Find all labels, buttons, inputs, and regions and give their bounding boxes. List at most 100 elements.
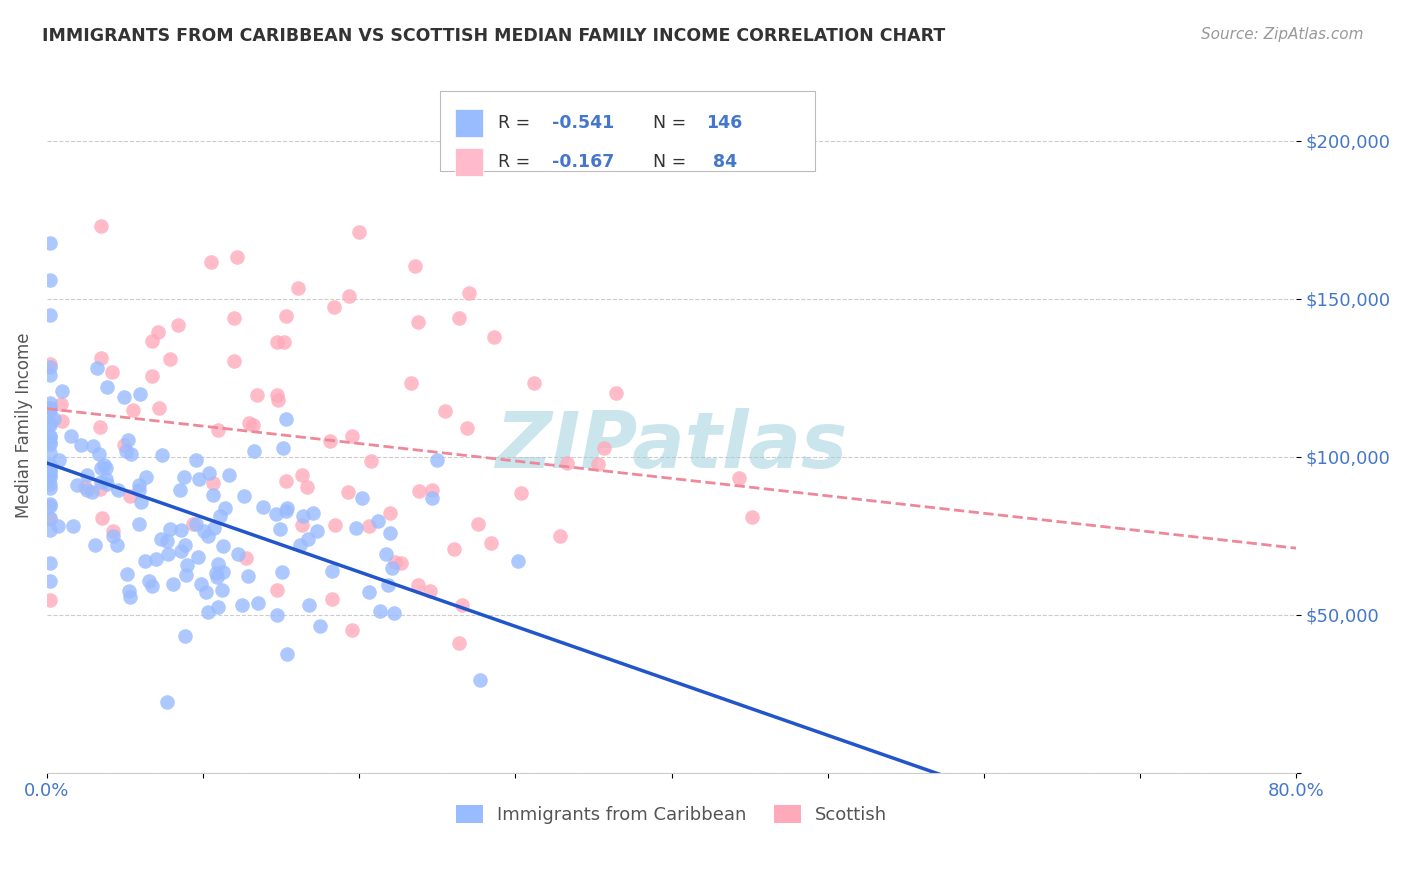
Point — [51, 384, 73, 399]
Point — [135, 469, 157, 483]
Point — [302, 506, 325, 520]
Point — [122, 403, 145, 417]
Point — [190, 577, 212, 591]
Point — [39, 434, 62, 449]
Point — [146, 325, 169, 339]
Point — [51, 397, 73, 411]
Point — [555, 456, 578, 470]
Point — [59, 429, 82, 443]
Point — [107, 483, 129, 497]
Point — [118, 590, 141, 604]
Point — [276, 412, 298, 426]
Point — [741, 510, 763, 524]
Point — [378, 507, 401, 521]
Point — [420, 491, 443, 506]
Point — [115, 566, 138, 581]
Point — [319, 434, 342, 448]
Point — [222, 310, 245, 325]
Point — [39, 481, 62, 495]
Point — [159, 352, 181, 367]
Point — [404, 259, 426, 273]
Y-axis label: Median Family Income: Median Family Income — [15, 333, 32, 518]
Point — [510, 485, 533, 500]
Point — [377, 578, 399, 592]
Point — [39, 401, 62, 415]
Point — [484, 329, 506, 343]
Point — [86, 361, 108, 376]
Point — [266, 335, 288, 350]
Point — [337, 289, 360, 303]
Point — [173, 469, 195, 483]
Point — [368, 604, 391, 618]
Point — [291, 508, 314, 523]
Point — [228, 547, 250, 561]
Point — [87, 447, 110, 461]
Point — [167, 318, 190, 332]
Point — [128, 477, 150, 491]
Point — [188, 472, 211, 486]
Point — [270, 565, 292, 579]
Point — [39, 357, 62, 371]
Point — [39, 368, 62, 383]
Point — [305, 524, 328, 539]
Point — [170, 544, 193, 558]
Point — [156, 695, 179, 709]
Point — [39, 308, 62, 322]
Point — [114, 444, 136, 458]
Point — [420, 483, 443, 498]
Point — [82, 439, 104, 453]
Point — [39, 497, 62, 511]
Point — [384, 555, 406, 569]
Point — [273, 335, 295, 350]
Point — [467, 517, 489, 532]
Point — [588, 458, 610, 472]
Point — [90, 351, 112, 365]
Point — [112, 438, 135, 452]
Point — [202, 521, 225, 535]
Text: -0.541: -0.541 — [551, 114, 614, 132]
Point — [340, 429, 363, 443]
Point — [39, 396, 62, 410]
Point — [246, 596, 269, 610]
Point — [202, 475, 225, 490]
Point — [269, 522, 291, 536]
Point — [197, 528, 219, 542]
Text: N =: N = — [641, 114, 692, 132]
Point — [76, 467, 98, 482]
Point — [39, 430, 62, 444]
Point — [194, 585, 217, 599]
Point — [39, 417, 62, 432]
Point — [264, 507, 287, 521]
FancyBboxPatch shape — [456, 148, 482, 176]
Point — [246, 388, 269, 402]
Point — [39, 436, 62, 450]
Point — [183, 517, 205, 532]
Point — [479, 536, 502, 550]
Point — [323, 518, 346, 533]
Point — [337, 485, 360, 500]
Point — [82, 484, 104, 499]
FancyBboxPatch shape — [440, 91, 815, 171]
Text: Source: ZipAtlas.com: Source: ZipAtlas.com — [1201, 27, 1364, 42]
Point — [170, 524, 193, 538]
Point — [357, 518, 380, 533]
Point — [145, 551, 167, 566]
Point — [276, 475, 298, 489]
Point — [378, 526, 401, 541]
Point — [443, 542, 465, 557]
Point — [202, 488, 225, 502]
Point — [39, 401, 62, 416]
Point — [433, 404, 456, 418]
Text: ZIPatlas: ZIPatlas — [495, 408, 848, 484]
Point — [727, 471, 749, 485]
Point — [340, 623, 363, 637]
Point — [39, 416, 62, 430]
Point — [468, 673, 491, 687]
Point — [193, 524, 215, 538]
Point — [321, 592, 343, 607]
Point — [382, 606, 405, 620]
Point — [197, 466, 219, 480]
Point — [39, 477, 62, 491]
Point — [70, 438, 93, 452]
Point — [39, 429, 62, 443]
